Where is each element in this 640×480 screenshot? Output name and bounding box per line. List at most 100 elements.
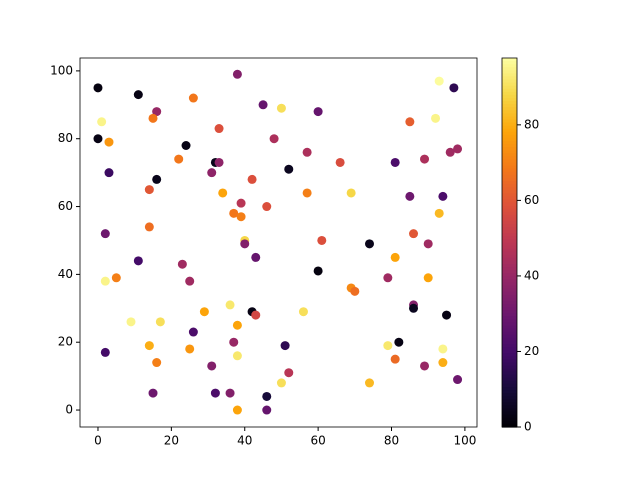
colorbar-segment: [502, 144, 517, 148]
point: [188, 327, 198, 337]
colorbar-segment: [502, 288, 517, 293]
colorbar-segment: [502, 239, 517, 244]
colorbar-segment: [502, 159, 517, 164]
colorbar-segment: [502, 82, 517, 87]
colorbar-segment: [502, 125, 517, 130]
point: [449, 83, 459, 93]
y-tick-label: 20: [58, 335, 73, 349]
colorbar-segment: [502, 313, 517, 317]
colorbar-segment: [502, 85, 517, 90]
point: [262, 405, 272, 415]
colorbar-segment: [502, 390, 517, 394]
point: [104, 137, 114, 147]
colorbar-segment: [502, 227, 517, 231]
point: [445, 147, 455, 157]
colorbar-segment: [502, 162, 517, 167]
point: [199, 307, 209, 317]
point: [251, 252, 261, 262]
point: [423, 239, 433, 249]
point: [181, 141, 191, 151]
colorbar-segment: [502, 64, 517, 68]
point: [302, 188, 312, 198]
colorbar-segment: [502, 340, 517, 345]
point: [144, 222, 154, 232]
colorbar-segment: [502, 408, 517, 413]
colorbar-segment: [502, 279, 517, 284]
colorbar-segment: [502, 153, 517, 157]
colorbar-segment: [502, 147, 517, 151]
point: [262, 202, 272, 212]
point: [423, 273, 433, 283]
point: [438, 191, 448, 201]
colorbar-segment: [502, 310, 517, 314]
colorbar-segment: [502, 211, 517, 216]
point: [280, 341, 290, 351]
y-tick-label: 0: [65, 403, 73, 417]
y-tick-label: 100: [50, 63, 73, 77]
point: [144, 341, 154, 351]
point: [364, 378, 374, 388]
colorbar-segment: [502, 350, 517, 354]
colorbar-tick-label: 40: [524, 268, 539, 282]
colorbar-segment: [502, 307, 517, 311]
y-tick-label: 60: [58, 199, 73, 213]
point: [93, 83, 103, 93]
point: [232, 69, 242, 79]
colorbar-segment: [502, 73, 517, 78]
point: [97, 117, 107, 127]
colorbar-segment: [502, 337, 517, 342]
colorbar-segment: [502, 156, 517, 161]
point: [236, 198, 246, 208]
colorbar-segment: [502, 273, 517, 277]
point: [434, 76, 444, 86]
colorbar-segment: [502, 414, 517, 419]
point: [229, 208, 239, 218]
point: [185, 276, 195, 286]
colorbar-segment: [502, 393, 517, 397]
point: [236, 212, 246, 222]
colorbar-segment: [502, 417, 517, 422]
colorbar-segment: [502, 405, 517, 410]
colorbar-segment: [502, 371, 517, 376]
colorbar-segment: [502, 402, 517, 407]
colorbar-segment: [502, 365, 517, 370]
colorbar-segment: [502, 165, 517, 170]
colorbar-segment: [502, 141, 517, 145]
point: [276, 378, 286, 388]
point: [93, 134, 103, 144]
colorbar-segment: [502, 134, 517, 139]
colorbar-segment: [502, 248, 517, 253]
colorbar-tick-label: 0: [524, 420, 532, 434]
point: [394, 337, 404, 347]
point: [174, 154, 184, 164]
point: [100, 276, 110, 286]
point: [383, 273, 393, 283]
point: [225, 388, 235, 398]
colorbar-segment: [502, 181, 517, 185]
point: [232, 405, 242, 415]
point: [185, 344, 195, 354]
colorbar-segment: [502, 297, 517, 302]
colorbar-segment: [502, 294, 517, 299]
point: [232, 320, 242, 330]
point: [405, 191, 415, 201]
point: [144, 185, 154, 195]
colorbar-segment: [502, 205, 517, 210]
colorbar-segment: [502, 270, 517, 274]
colorbar-segment: [502, 116, 517, 121]
point: [350, 286, 360, 296]
colorbar-segment: [502, 304, 517, 308]
point: [210, 388, 220, 398]
colorbar-segment: [502, 76, 517, 81]
point: [335, 157, 345, 167]
colorbar-tick-label: 20: [524, 344, 539, 358]
colorbar-segment: [502, 316, 517, 320]
colorbar-segment: [502, 411, 517, 416]
colorbar-segment: [502, 356, 517, 360]
colorbar-segment: [502, 208, 517, 213]
colorbar-segment: [502, 359, 517, 364]
point: [409, 303, 419, 313]
point: [453, 144, 463, 154]
point: [442, 310, 452, 320]
colorbar-segment: [502, 267, 517, 271]
